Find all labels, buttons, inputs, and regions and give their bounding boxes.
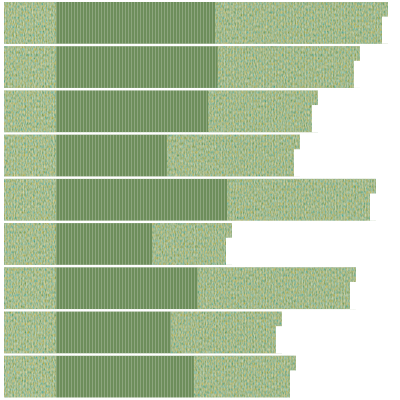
variable-region <box>215 2 388 44</box>
ragged-end <box>312 105 318 133</box>
ragged-end <box>294 149 300 177</box>
ragged-end <box>354 60 360 88</box>
variable-region <box>4 2 56 44</box>
variable-region <box>197 267 356 310</box>
variable-region <box>4 223 56 265</box>
variable-region <box>4 311 56 354</box>
variable-region <box>4 134 56 177</box>
ragged-end <box>370 193 376 221</box>
ragged-end <box>290 370 296 398</box>
variable-region <box>4 90 56 133</box>
variable-region <box>4 267 56 310</box>
ragged-end <box>382 16 388 44</box>
variable-region <box>4 46 56 88</box>
variable-region <box>193 355 296 398</box>
variable-region <box>208 90 318 133</box>
ragged-end <box>350 281 356 310</box>
variable-region <box>4 178 56 221</box>
variable-region <box>227 178 376 221</box>
variable-region <box>4 355 56 398</box>
ragged-end <box>276 326 282 354</box>
variable-region <box>152 223 232 265</box>
variable-region <box>217 46 360 88</box>
variable-region <box>170 311 282 354</box>
ragged-end <box>226 237 232 265</box>
variable-region <box>166 134 300 177</box>
